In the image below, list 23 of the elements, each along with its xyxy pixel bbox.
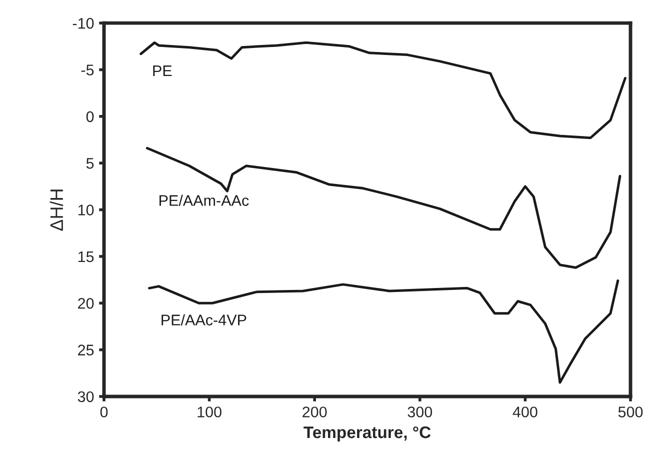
y-axis-title: ΔH/H <box>50 190 64 231</box>
y-tick-label: 10 <box>78 204 94 216</box>
y-tick-label: 20 <box>78 298 94 309</box>
series-label: PE <box>153 66 172 76</box>
x-tick-label: 300 <box>408 406 432 418</box>
y-tick-label: -5 <box>81 64 94 76</box>
x-tick-label: 100 <box>198 406 222 418</box>
x-tick-label: 0 <box>100 406 108 418</box>
x-tick-label: 400 <box>512 406 538 418</box>
y-tick-label: 5 <box>86 158 94 169</box>
line-series <box>146 146 622 269</box>
series-label: PE/AAc-4VP <box>162 314 246 326</box>
series-label: PE/AAm-AAc <box>160 194 249 206</box>
y-tick-label: 15 <box>78 251 94 262</box>
x-tick-label: 500 <box>618 406 643 418</box>
line-series <box>140 41 626 140</box>
y-tick-label: 25 <box>78 344 94 356</box>
y-tick-label: 0 <box>86 111 94 122</box>
y-tick-label: -10 <box>72 18 94 29</box>
x-tick-label: 200 <box>302 406 327 418</box>
x-axis-title: Temperature, °C <box>304 426 431 442</box>
y-tick-label: 30 <box>78 391 94 402</box>
line-series <box>148 279 620 384</box>
